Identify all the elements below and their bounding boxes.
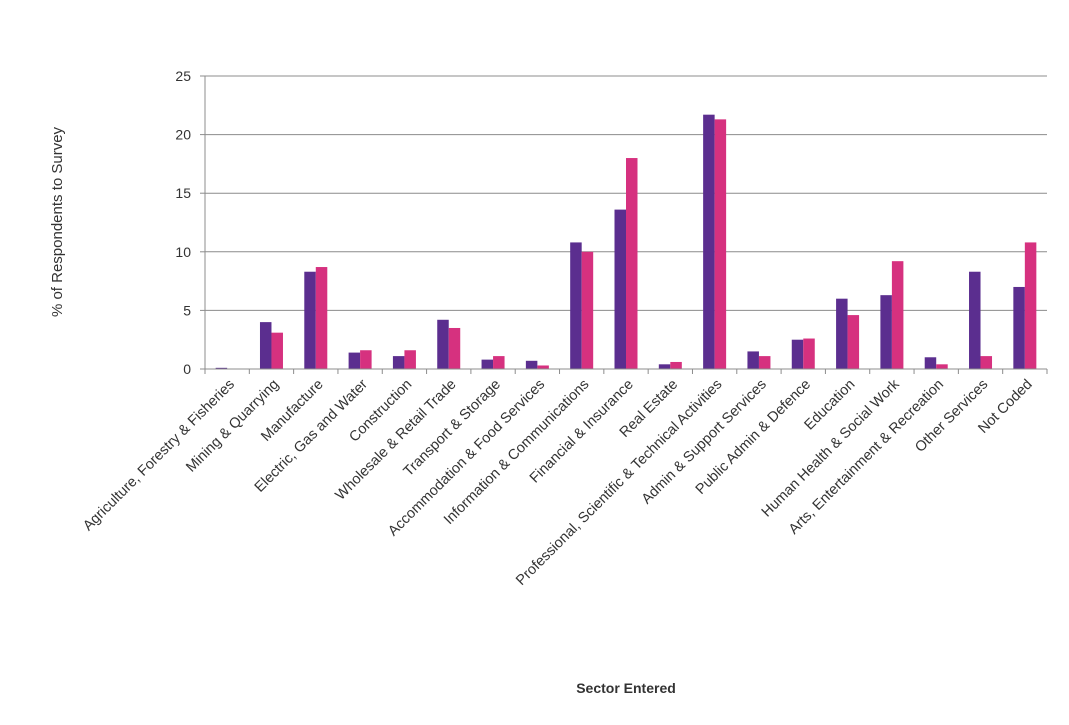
y-tick-label: 0 xyxy=(183,361,191,377)
y-tick-label: 25 xyxy=(175,68,191,84)
bar xyxy=(836,298,848,369)
x-axis-title: Sector Entered xyxy=(576,680,676,696)
bar xyxy=(348,352,361,369)
bar xyxy=(880,295,892,369)
bar xyxy=(404,350,416,369)
bar xyxy=(670,361,682,369)
y-tick-label: 5 xyxy=(183,302,191,318)
bar xyxy=(791,339,804,369)
bar xyxy=(747,351,759,369)
bar xyxy=(493,356,505,369)
bar xyxy=(658,364,671,369)
bar xyxy=(437,319,449,369)
y-axis-title: % of Respondents to Survey xyxy=(49,126,66,317)
y-tick-label: 15 xyxy=(175,185,191,201)
bar xyxy=(1024,242,1037,369)
bar xyxy=(215,367,228,369)
y-tick-label: 20 xyxy=(175,127,191,143)
bar xyxy=(980,356,993,369)
bar xyxy=(360,350,372,369)
bar xyxy=(703,114,715,370)
bar xyxy=(924,357,937,369)
axes xyxy=(200,75,1048,374)
bar xyxy=(581,251,594,369)
bar xyxy=(570,242,582,369)
bar xyxy=(847,315,860,369)
bar xyxy=(803,338,815,369)
bar xyxy=(448,327,461,369)
bar xyxy=(614,209,626,369)
bar xyxy=(271,332,283,369)
x-category-label: Professional, Scientific & Technical Act… xyxy=(513,377,725,589)
bar xyxy=(758,356,771,369)
bar xyxy=(304,271,316,369)
bar xyxy=(481,359,494,369)
bar xyxy=(537,365,549,369)
bar xyxy=(714,119,727,369)
bar xyxy=(891,261,904,369)
bar xyxy=(969,271,981,369)
bar xyxy=(525,360,538,369)
bar xyxy=(936,364,948,369)
bars xyxy=(215,114,1037,370)
bar xyxy=(392,356,405,369)
bar xyxy=(1013,286,1025,369)
bar xyxy=(315,267,328,369)
y-tick-label: 10 xyxy=(175,244,191,260)
bar xyxy=(626,158,638,369)
bar xyxy=(259,322,272,369)
